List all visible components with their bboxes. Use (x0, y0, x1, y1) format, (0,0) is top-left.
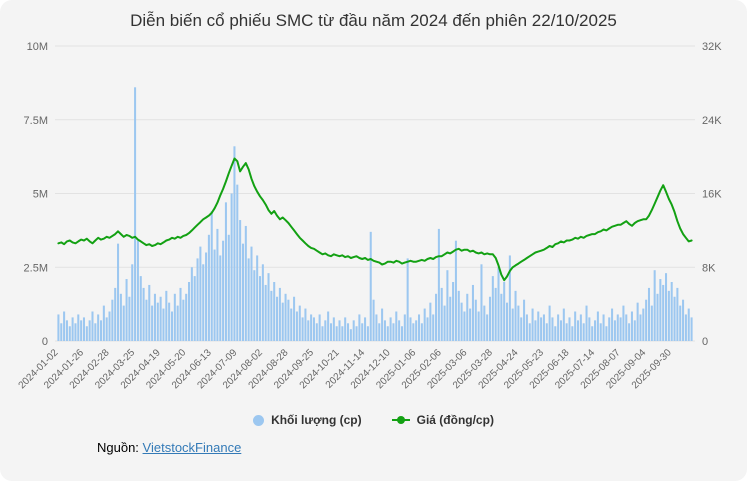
source-line: Nguồn: VietstockFinance (97, 440, 241, 455)
source-prefix: Nguồn: (97, 440, 139, 455)
svg-text:16K: 16K (702, 189, 722, 201)
grid-and-axes: 0 0 2.5M 8K 5M 16K 7.5M 24K 10M 32K (24, 41, 723, 348)
price-legend-marker-icon (391, 416, 410, 424)
chart-canvas[interactable]: 0 0 2.5M 8K 5M 16K 7.5M 24K 10M 32K 2024-01-022024… (0, 0, 747, 412)
price-legend-dot-icon (396, 416, 405, 424)
svg-text:2.5M: 2.5M (24, 262, 48, 274)
volume-legend-marker-icon (253, 414, 265, 426)
svg-text:32K: 32K (702, 41, 722, 53)
price-legend-label: Giá (đồng/cp) (416, 413, 494, 427)
volume-bars-series[interactable] (57, 87, 693, 341)
svg-text:0: 0 (42, 336, 48, 348)
volume-legend-label: Khối lượng (cp) (271, 413, 362, 427)
price-line-series[interactable] (57, 157, 693, 282)
svg-text:0: 0 (702, 336, 708, 348)
legend-item-price[interactable]: Giá (đồng/cp) (391, 413, 494, 427)
x-axis-labels: 2024-01-022024-01-262024-02-282024-03-25… (17, 347, 675, 391)
chart-title: Diễn biến cổ phiếu SMC từ đầu năm 2024 đ… (130, 11, 617, 30)
svg-text:10M: 10M (27, 41, 48, 53)
legend-item-volume[interactable]: Khối lượng (cp) (253, 413, 362, 427)
chart-legend: Khối lượng (cp) Giá (đồng/cp) (0, 413, 747, 427)
svg-text:5M: 5M (33, 189, 48, 201)
svg-text:7.5M: 7.5M (24, 115, 48, 127)
source-link[interactable]: VietstockFinance (142, 440, 242, 455)
svg-text:8K: 8K (702, 262, 716, 274)
svg-text:24K: 24K (702, 115, 722, 127)
